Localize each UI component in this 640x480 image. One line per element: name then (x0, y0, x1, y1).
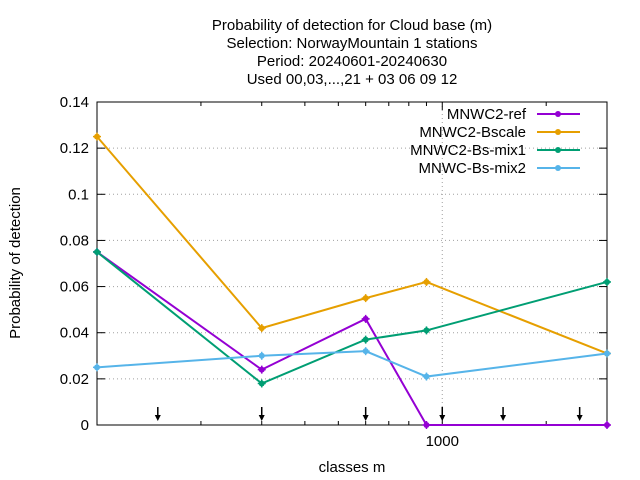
title-line: Used 00,03,...,21 + 03 06 09 12 (247, 71, 458, 88)
grid (97, 102, 607, 425)
title-line: Probability of detection for Cloud base … (212, 17, 492, 34)
legend-marker (555, 147, 561, 153)
legend-label: MNWC2-Bscale (419, 124, 526, 141)
data-point (422, 421, 430, 429)
class-arrow (155, 407, 161, 421)
title-line: Selection: NorwayMountain 1 stations (227, 35, 478, 52)
legend-entry: MNWC2-Bscale (419, 124, 580, 141)
y-tick-label: 0.12 (60, 140, 89, 157)
legend-marker (555, 111, 561, 117)
y-tick-label: 0.1 (68, 186, 89, 203)
y-axis-label: Probability of detection (7, 187, 24, 339)
x-tick-label: 1000 (426, 433, 459, 450)
y-tick-label: 0 (81, 417, 89, 434)
class-arrow (259, 407, 265, 421)
x-axis-label: classes m (319, 459, 386, 476)
data-point (422, 278, 430, 286)
y-tick-label: 0.08 (60, 232, 89, 249)
data-point (603, 421, 611, 429)
data-point (258, 352, 266, 360)
data-point (362, 347, 370, 355)
series-lines (93, 133, 611, 429)
legend-label: MNWC2-ref (447, 106, 527, 123)
series-line (97, 137, 607, 354)
legend: MNWC2-refMNWC2-BscaleMNWC2-Bs-mix1MNWC-B… (410, 106, 580, 177)
data-point (362, 336, 370, 344)
series-mnwc2-ref (93, 248, 611, 429)
data-point (362, 294, 370, 302)
series-line (97, 252, 607, 425)
legend-label: MNWC-Bs-mix2 (419, 160, 526, 177)
class-arrow (500, 407, 506, 421)
legend-entry: MNWC-Bs-mix2 (419, 160, 580, 177)
class-arrow (439, 407, 445, 421)
y-tick-label: 0.02 (60, 371, 89, 388)
class-arrow (363, 407, 369, 421)
class-arrow (577, 407, 583, 421)
series-line (97, 351, 607, 376)
title-line: Period: 20240601-20240630 (257, 53, 447, 70)
y-tick-label: 0.04 (60, 325, 89, 342)
data-point (362, 315, 370, 323)
series-mnwc2-bs-mix1 (93, 248, 611, 388)
plot-frame (97, 102, 607, 425)
data-point (93, 363, 101, 371)
axes (97, 102, 607, 425)
data-point (603, 349, 611, 357)
y-tick-label: 0.06 (60, 279, 89, 296)
series-mnwc2-bscale (93, 133, 611, 358)
chart-title: Probability of detection for Cloud base … (212, 17, 492, 88)
legend-entry: MNWC2-Bs-mix1 (410, 142, 580, 159)
y-tick-label: 0.14 (60, 94, 89, 111)
legend-marker (555, 129, 561, 135)
legend-marker (555, 165, 561, 171)
tick-labels: 0 0.02 0.04 0.06 0.08 0.1 0.12 0.14 1000 (60, 94, 459, 450)
data-point (603, 278, 611, 286)
legend-entry: MNWC2-ref (447, 106, 580, 123)
series-mnwc-bs-mix2 (93, 347, 611, 380)
legend-label: MNWC2-Bs-mix1 (410, 142, 526, 159)
